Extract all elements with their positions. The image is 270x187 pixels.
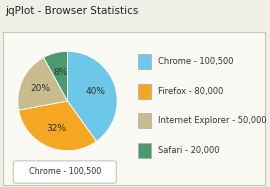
Text: Firefox - 80,000: Firefox - 80,000 (158, 87, 223, 96)
Text: jqPlot - Browser Statistics: jqPlot - Browser Statistics (5, 6, 139, 16)
Text: 8%: 8% (53, 68, 67, 77)
Wedge shape (44, 51, 68, 101)
Text: 32%: 32% (46, 124, 66, 133)
Text: Internet Explorer - 50,000: Internet Explorer - 50,000 (158, 116, 266, 125)
Bar (137, 84, 151, 99)
Wedge shape (19, 101, 96, 151)
Text: Safari - 20,000: Safari - 20,000 (158, 146, 219, 155)
Wedge shape (68, 51, 117, 141)
Text: Chrome - 100,500: Chrome - 100,500 (158, 57, 233, 66)
FancyBboxPatch shape (13, 161, 116, 183)
Text: Chrome - 100,500: Chrome - 100,500 (29, 167, 101, 176)
Wedge shape (18, 57, 68, 110)
Text: 20%: 20% (31, 84, 50, 93)
Bar (137, 114, 151, 128)
Bar (137, 54, 151, 69)
Bar (137, 143, 151, 158)
Text: 40%: 40% (86, 87, 106, 96)
